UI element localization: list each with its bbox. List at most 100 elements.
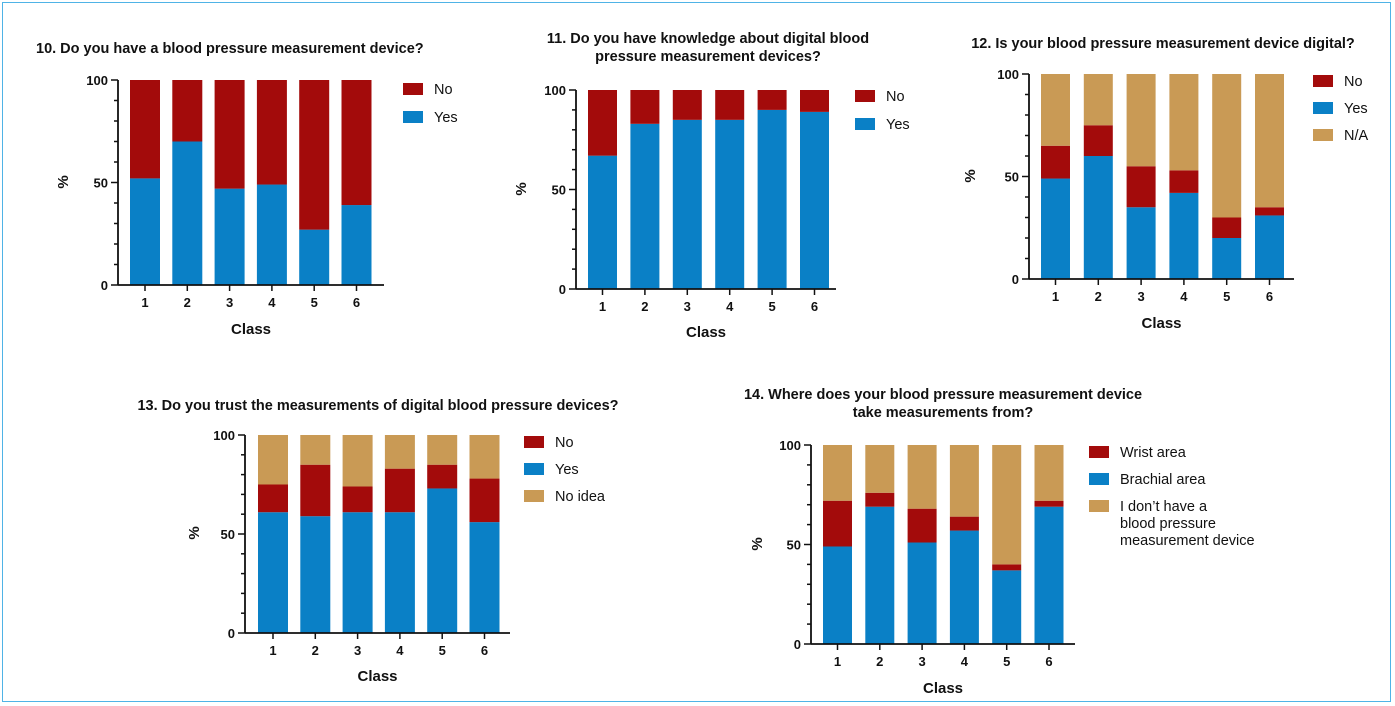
bar-segment-yes — [1041, 178, 1070, 279]
bar-segment-yes — [214, 188, 245, 285]
bar-segment-i-don-t-have-a-blood-pressure-measurement-device — [907, 445, 937, 509]
y-tick-label: 100 — [544, 83, 566, 98]
bar-segment-n-a — [1126, 74, 1156, 167]
x-tick-label: 2 — [876, 654, 883, 669]
legend-label: No — [1344, 74, 1363, 90]
legend-swatch — [1313, 75, 1333, 87]
bar-segment-yes — [1212, 238, 1242, 279]
y-axis-label: % — [962, 169, 979, 182]
x-tick-label: 1 — [599, 299, 606, 314]
bar-segment-no — [715, 90, 745, 120]
bar-segment-i-don-t-have-a-blood-pressure-measurement-device — [1034, 445, 1064, 501]
y-tick-label: 50 — [787, 538, 801, 553]
bar-segment-yes — [588, 155, 617, 289]
x-tick-label: 6 — [811, 299, 818, 314]
bar-segment-no — [341, 80, 372, 206]
bar-segment-yes — [258, 512, 288, 633]
y-tick-label: 50 — [94, 176, 108, 191]
y-tick-label: 50 — [552, 183, 566, 198]
bar-segment-no — [1041, 145, 1070, 179]
bar-segment-no-idea — [258, 435, 288, 485]
legend-label: No idea — [555, 489, 606, 505]
chart-3: 12. Is your blood pressure measurement d… — [962, 36, 1369, 332]
x-axis-label: Class — [357, 668, 397, 685]
bar-segment-no-idea — [427, 435, 458, 465]
bar-segment-yes — [256, 184, 287, 285]
legend-swatch — [524, 490, 544, 502]
bar-segment-yes — [715, 119, 745, 289]
bar-segment-no — [588, 90, 617, 156]
x-tick-label: 4 — [726, 299, 734, 314]
x-tick-label: 3 — [1137, 289, 1144, 304]
bar-segment-brachial-area — [823, 546, 852, 644]
bar-segment-n-a — [1169, 74, 1199, 171]
chart-2: 11. Do you have knowledge about digital … — [513, 31, 910, 341]
bar-segment-n-a — [1212, 74, 1242, 218]
x-tick-label: 4 — [396, 643, 404, 658]
legend-label: Brachial area — [1120, 472, 1206, 488]
legend-label: Yes — [886, 117, 910, 133]
bar-segment-n-a — [1255, 74, 1284, 208]
legend-swatch — [403, 111, 423, 123]
bar-segment-yes — [342, 512, 373, 633]
legend-swatch — [524, 436, 544, 448]
legend-swatch — [1313, 129, 1333, 141]
legend-label: N/A — [1344, 128, 1369, 144]
y-tick-label: 0 — [559, 282, 566, 297]
y-tick-label: 50 — [1005, 170, 1019, 185]
bar-segment-brachial-area — [992, 570, 1022, 644]
legend-swatch — [1089, 446, 1109, 458]
x-tick-label: 6 — [1045, 654, 1052, 669]
x-axis-label: Class — [1141, 315, 1181, 332]
legend-label: Wrist area — [1120, 445, 1187, 461]
x-tick-label: 5 — [439, 643, 446, 658]
x-tick-label: 5 — [768, 299, 775, 314]
legend-swatch — [403, 83, 423, 95]
chart-title: 12. Is your blood pressure measurement d… — [971, 36, 1355, 52]
y-tick-label: 100 — [997, 67, 1019, 82]
x-tick-label: 1 — [141, 295, 148, 310]
y-axis-label: % — [513, 182, 530, 195]
x-tick-label: 1 — [1052, 289, 1059, 304]
x-tick-label: 4 — [961, 654, 969, 669]
legend-label: No — [434, 82, 453, 98]
bar-segment-no — [630, 90, 660, 124]
x-tick-label: 2 — [312, 643, 319, 658]
chart-title: 14. Where does your blood pressure measu… — [744, 387, 1142, 421]
bar-segment-brachial-area — [1034, 506, 1064, 644]
y-tick-label: 100 — [86, 73, 108, 88]
bar-segment-no — [130, 80, 160, 179]
bar-segment-yes — [427, 488, 458, 633]
y-tick-label: 100 — [213, 428, 235, 443]
bar-segment-no — [427, 464, 458, 489]
x-tick-label: 5 — [1223, 289, 1230, 304]
bar-segment-no — [214, 80, 245, 189]
bar-segment-no — [300, 464, 331, 517]
y-axis-label: % — [55, 175, 72, 188]
x-tick-label: 5 — [311, 295, 318, 310]
bar-segment-yes — [1126, 207, 1156, 279]
x-tick-label: 1 — [834, 654, 841, 669]
chart-title: 13. Do you trust the measurements of dig… — [137, 398, 618, 414]
bar-segment-wrist-area — [949, 516, 979, 531]
chart-4: 13. Do you trust the measurements of dig… — [137, 398, 618, 685]
legend-swatch — [1089, 473, 1109, 485]
x-axis-label: Class — [686, 324, 726, 341]
bar-segment-no — [1212, 217, 1242, 238]
y-tick-label: 0 — [794, 637, 801, 652]
x-tick-label: 4 — [268, 295, 276, 310]
y-tick-label: 0 — [101, 278, 108, 293]
bar-segment-brachial-area — [949, 530, 979, 644]
bar-segment-i-don-t-have-a-blood-pressure-measurement-device — [823, 445, 852, 501]
legend-swatch — [855, 118, 875, 130]
bar-segment-no — [1255, 207, 1284, 216]
bar-segment-no — [757, 90, 787, 110]
bar-segment-yes — [757, 109, 787, 290]
bar-segment-yes — [672, 119, 702, 289]
legend-label: I don’t have a blood pressure measurement … — [1120, 499, 1255, 549]
legend-label: No — [555, 435, 574, 451]
bar-segment-yes — [800, 111, 829, 289]
y-tick-label: 50 — [221, 527, 235, 542]
bar-segment-wrist-area — [865, 492, 895, 507]
bar-segment-n-a — [1083, 74, 1113, 126]
